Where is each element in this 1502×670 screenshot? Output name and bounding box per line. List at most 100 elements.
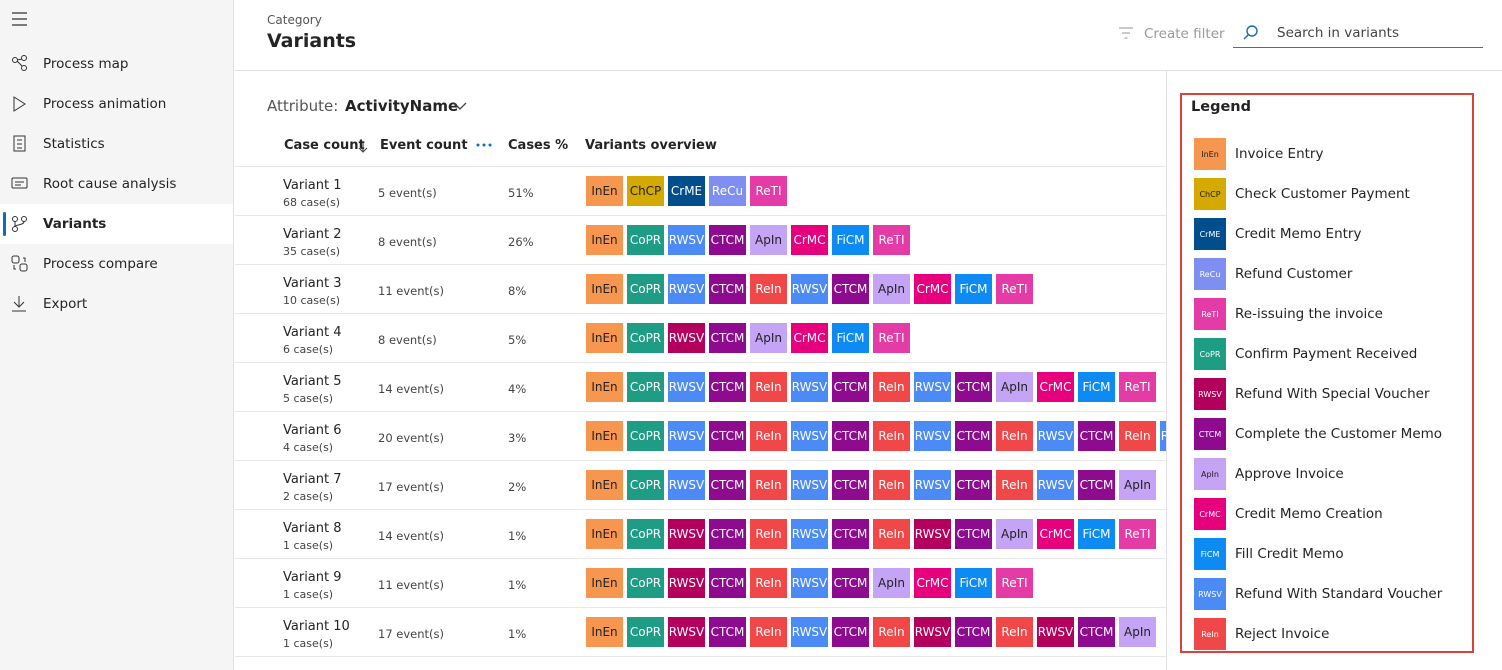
panel-divider <box>1166 71 1167 670</box>
nav-icon <box>13 135 26 152</box>
nav-item[interactable]: Process animation <box>0 84 233 124</box>
legend-label: Refund With Standard Voucher <box>1235 586 1443 602</box>
variant-row[interactable]: Variant 1 68 case(s) 5 event(s) 51% InEn ChCP… <box>235 167 1166 216</box>
column-header[interactable]: Variants overview <box>585 138 717 153</box>
activity-box: RWSV <box>914 421 951 451</box>
activity-box: ReIn <box>996 470 1033 500</box>
activity-box: RWSV <box>791 519 828 549</box>
activity-box: ReIn <box>873 617 910 647</box>
activity-box: CoPR <box>627 617 664 647</box>
variant-overview: InEn CoPR RWSV CTCM ReIn RWSV CTCM ReIn RWSV CTCM… <box>586 372 1166 403</box>
column-header[interactable]: Cases % <box>508 138 569 153</box>
nav-item[interactable]: Export <box>0 284 233 324</box>
activity-box: CTCM <box>955 470 992 500</box>
activity-box: ApIn <box>1119 470 1156 500</box>
variant-row[interactable]: Variant 3 10 case(s) 11 event(s) 8% InEn CoPR… <box>235 265 1166 314</box>
activity-box: FiCM <box>832 323 869 353</box>
variant-overview: InEn CoPR RWSV CTCM ReIn RWSV CTCM ApIn CrMC FiCM… <box>586 274 1166 305</box>
activity-box: CTCM <box>709 421 746 451</box>
activity-box: CrMC <box>791 225 828 255</box>
variant-name: Variant 9 <box>283 570 342 585</box>
activity-box: ReIn <box>750 421 787 451</box>
variant-name: Variant 4 <box>283 325 342 340</box>
sort-arrow <box>358 141 368 153</box>
activity-box: ApIn <box>873 568 910 598</box>
nav-item[interactable]: Root cause analysis <box>0 164 233 204</box>
variant-overview: InEn ChCP CrME ReCu ReTI <box>586 176 1166 207</box>
activity-box: ReIn <box>750 568 787 598</box>
activity-box: RWSV <box>1037 470 1074 500</box>
activity-box: InEn <box>586 274 623 304</box>
nav-item[interactable]: Process map <box>0 44 233 84</box>
case-count: 2 case(s) <box>283 490 334 503</box>
legend-item: ReTI Re-issuing the invoice <box>1194 298 1464 330</box>
activity-box: CTCM <box>709 470 746 500</box>
activity-box: ReIn <box>750 470 787 500</box>
activity-box: RWSV <box>1160 421 1166 451</box>
activity-box: ReCu <box>709 176 746 206</box>
column-header[interactable]: Event count <box>380 138 468 153</box>
activity-box: ReTI <box>1119 372 1156 402</box>
legend-item: FiCM Fill Credit Memo <box>1194 538 1464 570</box>
cases-percent: 26% <box>508 235 534 249</box>
activity-box: RWSV <box>791 617 828 647</box>
create-filter[interactable]: Create filter <box>1144 26 1225 42</box>
activity-box: CTCM <box>955 372 992 402</box>
legend-swatch: RWSV <box>1194 578 1226 610</box>
variant-name: Variant 6 <box>283 423 342 438</box>
nav-icon <box>12 55 27 71</box>
case-count: 1 case(s) <box>283 637 334 650</box>
activity-box: RWSV <box>791 470 828 500</box>
activity-box: CTCM <box>709 519 746 549</box>
attribute-chevron[interactable] <box>453 101 467 111</box>
activity-box: ReIn <box>750 519 787 549</box>
activity-box: RWSV <box>914 519 951 549</box>
search-box[interactable]: Search in variants <box>1233 20 1483 48</box>
legend-label: Credit Memo Entry <box>1235 226 1362 242</box>
activity-box: CoPR <box>627 421 664 451</box>
legend-swatch: ReCu <box>1194 258 1226 290</box>
event-count: 8 event(s) <box>378 235 437 249</box>
activity-box: CTCM <box>955 519 992 549</box>
legend-item: InEn Invoice Entry <box>1194 138 1464 170</box>
more-icon[interactable] <box>476 143 492 147</box>
variant-row[interactable]: Variant 2 35 case(s) 8 event(s) 26% InEn CoPR… <box>235 216 1166 265</box>
cases-percent: 5% <box>508 333 527 347</box>
variant-row[interactable]: Variant 4 6 case(s) 8 event(s) 5% InEn CoPR RW… <box>235 314 1166 363</box>
attribute-value[interactable]: ActivityName <box>345 97 459 115</box>
legend-swatch: ReTI <box>1194 298 1226 330</box>
legend-swatch: ReIn <box>1194 618 1226 650</box>
activity-box: CoPR <box>627 372 664 402</box>
activity-box: ReTI <box>1119 519 1156 549</box>
activity-box: RWSV <box>1037 421 1074 451</box>
nav-item[interactable]: Statistics <box>0 124 233 164</box>
legend-label: Reject Invoice <box>1235 626 1330 642</box>
variant-name: Variant 2 <box>283 227 342 242</box>
activity-box: RWSV <box>791 568 828 598</box>
variant-overview: InEn CoPR RWSV CTCM ReIn RWSV CTCM ApIn CrMC FiCM… <box>586 568 1166 599</box>
menu-icon[interactable] <box>11 12 29 26</box>
category: Category <box>267 13 322 27</box>
nav-item[interactable]: Variants <box>0 204 233 244</box>
legend-item: ReCu Refund Customer <box>1194 258 1464 290</box>
case-count: 10 case(s) <box>283 294 341 307</box>
nav-item[interactable]: Process compare <box>0 244 233 284</box>
activity-box: ApIn <box>1119 617 1156 647</box>
column-header[interactable]: Case count <box>284 138 365 153</box>
activity-box: ReTI <box>996 568 1033 598</box>
activity-box: ReIn <box>873 421 910 451</box>
activity-box: CoPR <box>627 274 664 304</box>
variant-row[interactable]: Variant 10 1 case(s) 17 event(s) 1% InEn CoPR… <box>235 608 1166 657</box>
activity-box: ReIn <box>1119 421 1156 451</box>
activity-box: CrMC <box>1037 372 1074 402</box>
legend-swatch: ChCP <box>1194 178 1226 210</box>
event-count: 20 event(s) <box>378 431 445 445</box>
activity-box: InEn <box>586 225 623 255</box>
activity-box: CTCM <box>709 372 746 402</box>
variant-name: Variant 7 <box>283 472 342 487</box>
